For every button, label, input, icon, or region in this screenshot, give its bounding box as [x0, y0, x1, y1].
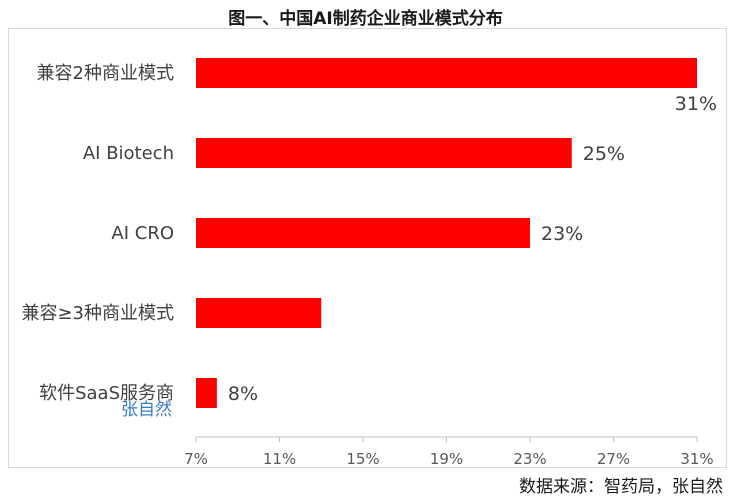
- bar: [196, 58, 697, 88]
- data-label: 8%: [228, 383, 258, 405]
- data-label: 25%: [583, 143, 625, 165]
- category-label: 兼容≥3种商业模式: [21, 303, 174, 324]
- category-label: AI CRO: [111, 223, 174, 244]
- category-label: AI Biotech: [83, 143, 174, 164]
- bar: [196, 378, 217, 408]
- bar: [196, 138, 572, 168]
- watermark-text: 张自然: [121, 400, 172, 420]
- category-label: 软件SaaS服务商: [39, 383, 174, 404]
- x-tick-label: 7%: [184, 450, 208, 468]
- bar: [196, 218, 530, 248]
- data-label: 31%: [675, 93, 717, 115]
- category-label: 兼容2种商业模式: [37, 63, 174, 84]
- data-label: 23%: [541, 223, 583, 245]
- x-tick-label: 11%: [263, 450, 296, 468]
- x-tick-label: 15%: [346, 450, 379, 468]
- source-note: 数据来源：智药局，张自然: [519, 477, 723, 497]
- bar: [196, 298, 322, 328]
- x-tick-label: 31%: [680, 450, 713, 468]
- x-tick-label: 23%: [513, 450, 546, 468]
- x-tick-label: 27%: [597, 450, 630, 468]
- plot-frame: [8, 28, 727, 468]
- x-tick-label: 19%: [430, 450, 463, 468]
- chart-title: 图一、中国AI制药企业商业模式分布: [228, 9, 503, 29]
